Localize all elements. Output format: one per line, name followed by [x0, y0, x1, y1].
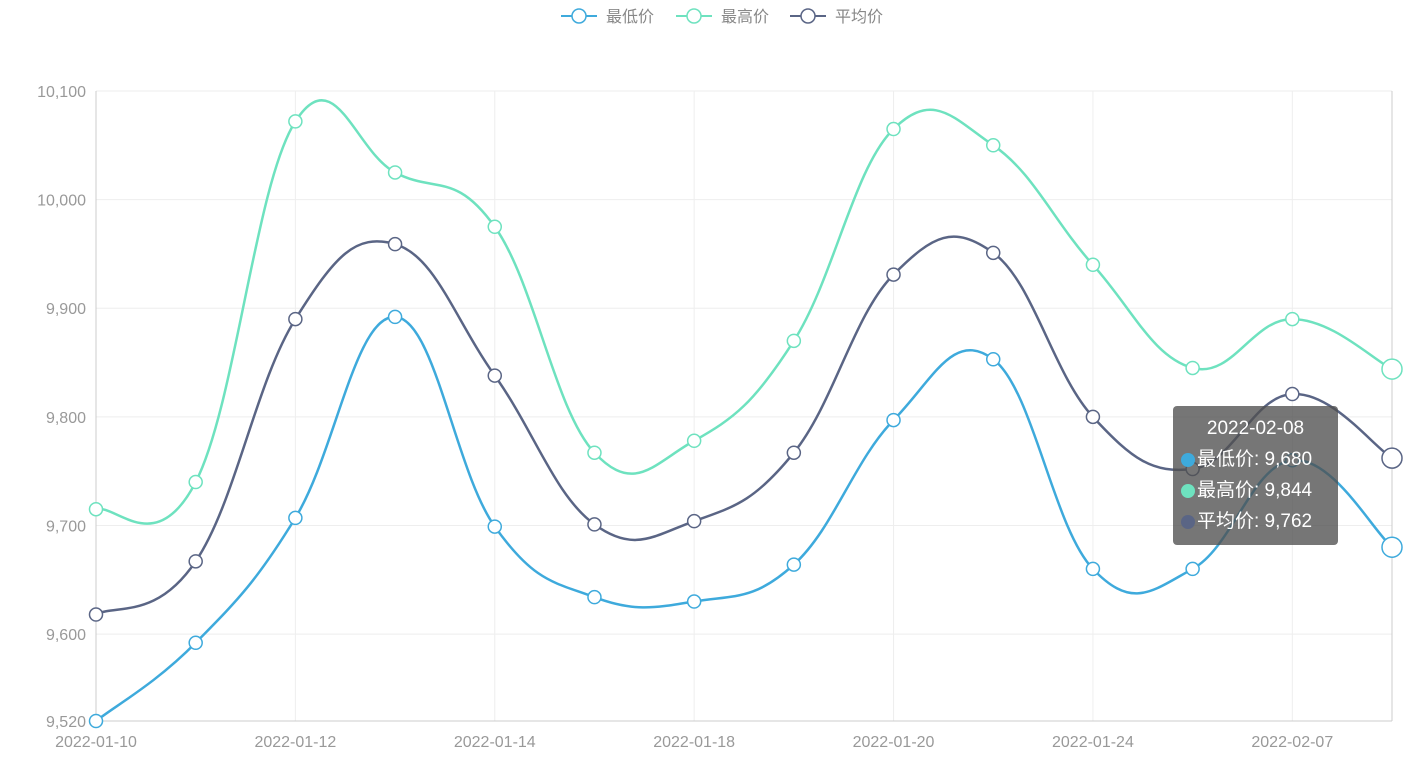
data-point[interactable]: [886, 412, 901, 428]
tooltip-marker-low: [1181, 452, 1195, 467]
data-point[interactable]: [1085, 409, 1101, 425]
legend-label: 最低价: [606, 8, 654, 26]
tooltip-text-avg: 平均价: 9,762: [1197, 511, 1313, 532]
legend-item-1[interactable]: 最高价: [676, 8, 769, 26]
data-point[interactable]: [188, 554, 203, 569]
data-point[interactable]: [686, 433, 702, 449]
data-point[interactable]: [587, 517, 602, 532]
legend-item-2[interactable]: 平均价: [790, 8, 883, 26]
tooltip-row-avg: 平均价: 9,762: [1181, 506, 1330, 537]
data-point[interactable]: [886, 267, 901, 282]
axes: 9,520 9,600 9,700 9,800 9,900 10,000 10,100 202…: [37, 84, 1393, 751]
data-point[interactable]: [985, 245, 1001, 261]
data-point[interactable]: [88, 607, 104, 622]
tooltip-text-low: 最低价: 9,680: [1197, 449, 1313, 470]
data-point[interactable]: [288, 114, 303, 129]
x-tick-label: 2022-02-07: [1251, 734, 1333, 751]
x-tick-label: 2022-01-12: [254, 734, 336, 751]
data-point[interactable]: [1185, 360, 1200, 376]
y-tick-label: 10,000: [37, 193, 86, 210]
legend-marker: [686, 8, 702, 24]
tooltip-title: 2022-02-08: [1206, 418, 1305, 439]
data-point[interactable]: [1381, 358, 1403, 380]
data-point[interactable]: [387, 165, 403, 180]
data-point[interactable]: [88, 501, 104, 517]
tooltip-marker-avg: [1181, 514, 1195, 529]
y-tick-label: 10,100: [37, 84, 86, 101]
legend-label: 平均价: [835, 8, 883, 26]
data-point[interactable]: [1085, 561, 1101, 577]
data-point[interactable]: [1381, 447, 1403, 469]
tooltip-marker-high: [1181, 483, 1195, 498]
legend-marker: [571, 8, 587, 24]
x-tick-label: 2022-01-10: [55, 734, 137, 751]
x-tick-label: 2022-01-20: [853, 734, 935, 751]
data-point[interactable]: [188, 635, 203, 651]
series-line-0: [95, 315, 1393, 722]
data-point[interactable]: [88, 713, 104, 729]
data-point[interactable]: [985, 352, 1001, 367]
y-tick-label: 9,900: [46, 301, 86, 318]
data-point[interactable]: [686, 594, 702, 609]
data-point[interactable]: [587, 445, 602, 460]
data-point[interactable]: [886, 121, 901, 137]
x-tick-label: 2022-01-14: [454, 734, 536, 751]
data-points: [88, 114, 1403, 729]
tooltip-text-high: 最高价: 9,844: [1197, 480, 1313, 501]
data-point[interactable]: [387, 236, 403, 252]
data-point[interactable]: [1085, 257, 1101, 273]
data-point[interactable]: [1285, 386, 1300, 402]
tooltip: 2022-02-08 最低价: 9,680 最高价: 9,844 平均价: 9,…: [1173, 406, 1338, 545]
x-tick-label: 2022-01-18: [653, 734, 735, 751]
data-point[interactable]: [1285, 311, 1300, 327]
tooltip-row-high: 最高价: 9,844: [1181, 475, 1330, 506]
data-point[interactable]: [786, 445, 802, 460]
x-tick-label: 2022-01-24: [1052, 734, 1134, 751]
data-point[interactable]: [786, 557, 802, 572]
data-point[interactable]: [487, 219, 503, 235]
data-point[interactable]: [288, 510, 303, 526]
data-point[interactable]: [1185, 561, 1200, 577]
data-point[interactable]: [1381, 536, 1403, 558]
data-point[interactable]: [387, 309, 403, 325]
y-tick-label: 9,800: [46, 410, 86, 427]
legend-item-0[interactable]: 最低价: [561, 8, 654, 26]
tooltip-row-low: 最低价: 9,680: [1181, 444, 1330, 475]
data-point[interactable]: [487, 368, 503, 383]
legend-label: 最高价: [721, 8, 769, 26]
legend-marker: [800, 8, 816, 24]
legend[interactable]: 最低价 最高价 平均价: [561, 8, 883, 26]
data-point[interactable]: [487, 519, 503, 534]
y-tick-label: 9,520: [46, 714, 86, 731]
data-point[interactable]: [288, 311, 303, 327]
data-point[interactable]: [786, 333, 802, 349]
data-point[interactable]: [188, 474, 203, 490]
y-tick-label: 9,700: [46, 518, 86, 535]
data-point[interactable]: [686, 513, 702, 529]
y-tick-label: 9,600: [46, 627, 86, 644]
data-point[interactable]: [587, 589, 602, 605]
data-point[interactable]: [985, 138, 1001, 153]
